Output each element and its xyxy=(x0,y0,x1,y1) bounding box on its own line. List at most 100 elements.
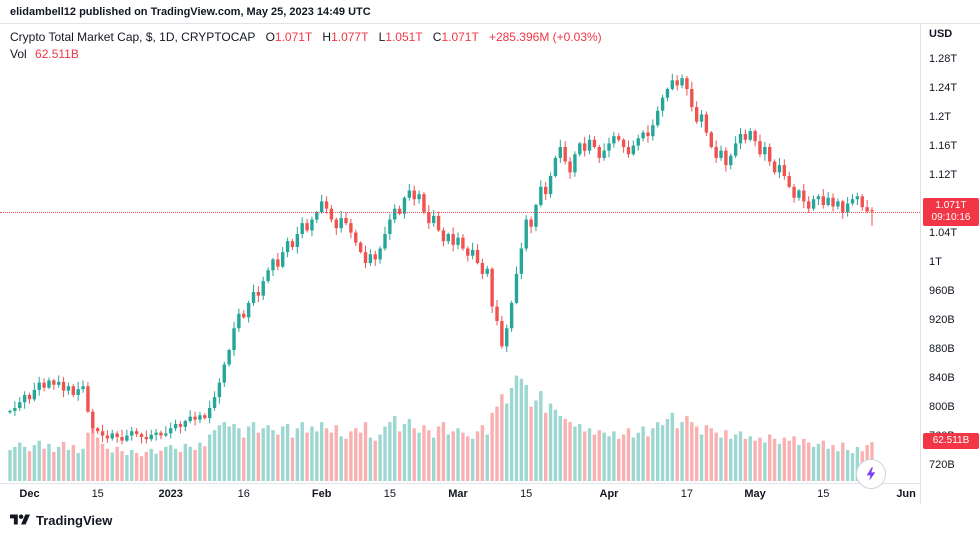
volume-bar xyxy=(300,422,304,481)
volume-bar xyxy=(792,436,796,481)
price-tick-label: 1.12T xyxy=(929,169,958,181)
volume-bar xyxy=(188,446,192,481)
volume-bar xyxy=(149,448,153,481)
volume-bar xyxy=(388,422,392,481)
candle-body xyxy=(539,186,543,206)
volume-bar xyxy=(514,375,519,481)
candle-body xyxy=(422,194,426,213)
candle-body xyxy=(485,268,489,274)
candle-body xyxy=(334,219,338,229)
volume-bar xyxy=(607,436,611,481)
volume-bar xyxy=(553,409,558,481)
volume-bar xyxy=(646,436,650,481)
candle-body xyxy=(18,402,22,408)
candle-body xyxy=(285,241,290,253)
candle-body xyxy=(733,143,738,156)
volume-bar xyxy=(159,450,163,481)
candlestick-chart[interactable] xyxy=(0,24,920,483)
currency-label: USD xyxy=(929,28,953,40)
candle-body xyxy=(729,155,733,166)
time-axis[interactable]: Dec 15 2023 16 Feb 15 Mar 15 Apr 17 May 15 Jun xyxy=(0,483,980,504)
candle-body xyxy=(32,389,37,400)
volume-bar xyxy=(144,451,149,481)
volume-bar xyxy=(758,437,762,481)
candle-body xyxy=(758,141,762,155)
candle-body xyxy=(719,150,723,158)
candle-body xyxy=(169,428,173,434)
volume-bar xyxy=(242,437,246,481)
chart-area[interactable]: Crypto Total Market Cap, $, 1D, CRYPTOCA… xyxy=(0,24,980,504)
candle-body xyxy=(841,201,845,213)
high-value: 1.077T xyxy=(331,30,369,44)
time-tick-label: Feb xyxy=(311,488,332,500)
time-tick-label: 15 xyxy=(91,488,104,500)
volume-bar xyxy=(86,432,90,481)
volume-bar xyxy=(753,440,757,481)
volume-bar xyxy=(91,428,95,481)
candle-body xyxy=(110,433,114,439)
candle-body xyxy=(621,139,626,147)
publish-header: elidambell12 published on TradingView.co… xyxy=(0,0,980,24)
candle-body xyxy=(607,143,611,151)
volume-bar xyxy=(397,431,402,481)
quick-action-button[interactable] xyxy=(856,459,886,489)
candle-body xyxy=(548,176,553,195)
volume-bar xyxy=(670,412,675,481)
volume-bar xyxy=(339,436,343,481)
candle-body xyxy=(860,196,864,208)
candle-body xyxy=(558,147,563,158)
last-price-badge-countdown: 09:10:16 xyxy=(931,211,971,223)
volume-bar xyxy=(841,442,845,481)
time-tick-label: 2023 xyxy=(158,488,183,500)
volume-bar xyxy=(782,437,787,481)
candle-body xyxy=(500,321,504,347)
candle-body xyxy=(86,386,90,412)
volume-bar xyxy=(694,426,699,481)
candle-body xyxy=(139,434,144,437)
candle-body xyxy=(675,80,679,86)
candle-body xyxy=(198,415,202,420)
volume-bar xyxy=(334,425,338,481)
tradingview-brand-name[interactable]: TradingView xyxy=(36,512,113,528)
volume-bar xyxy=(597,430,601,481)
volume-bar xyxy=(383,426,387,481)
candle-body xyxy=(358,242,363,253)
candle-body xyxy=(495,306,499,321)
volume-bar xyxy=(281,426,285,481)
volume-bar xyxy=(802,438,806,481)
candle-body xyxy=(407,190,412,198)
volume-bar xyxy=(500,394,504,481)
candle-body xyxy=(266,270,270,282)
volume-bar xyxy=(787,440,791,481)
volume-bar xyxy=(617,438,621,481)
candle-body xyxy=(251,292,256,303)
volume-bar xyxy=(417,432,421,481)
tradingview-logo-icon[interactable] xyxy=(10,512,30,528)
volume-bar xyxy=(18,442,22,481)
symbol-title[interactable]: Crypto Total Market Cap, $, 1D, CRYPTOCA… xyxy=(10,30,256,44)
price-tick-label: 800B xyxy=(929,401,955,413)
volume-label: Vol xyxy=(10,47,27,61)
candle-body xyxy=(617,136,621,140)
volume-bar xyxy=(154,453,158,481)
volume-bar xyxy=(850,453,855,481)
candle-body xyxy=(339,218,343,229)
candle-body xyxy=(246,302,251,318)
volume-bar xyxy=(529,406,533,481)
candle-body xyxy=(743,133,748,140)
price-tick-label: 1T xyxy=(929,256,942,268)
candle-body xyxy=(81,386,85,390)
volume-bar xyxy=(451,431,455,481)
price-axis[interactable]: USD 1.071T 09:10:16 62.511B 1.28T 1.24T 1.… xyxy=(920,24,980,504)
volume-bar xyxy=(548,403,553,481)
volume-bar xyxy=(422,425,426,481)
volume-bar xyxy=(100,443,105,481)
candle-body xyxy=(417,194,421,200)
open-value: 1.071T xyxy=(274,30,313,44)
volume-bar xyxy=(319,422,324,481)
candle-body xyxy=(748,131,752,140)
candle-body xyxy=(685,78,689,90)
volume-bar xyxy=(207,434,212,481)
candle-body xyxy=(134,431,139,435)
candle-body xyxy=(529,219,533,227)
